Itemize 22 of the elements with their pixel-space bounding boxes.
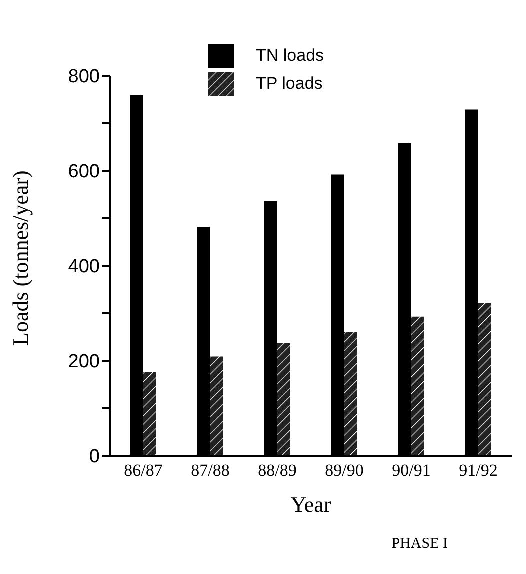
x-tick-label: 91/92 bbox=[459, 461, 498, 480]
x-tick-label: 90/91 bbox=[392, 461, 431, 480]
y-tick-label: 0 bbox=[89, 446, 100, 468]
y-tick-label: 400 bbox=[68, 256, 100, 278]
x-tick-label: 88/89 bbox=[258, 461, 297, 480]
x-axis-title: Year bbox=[290, 492, 332, 517]
bar bbox=[344, 332, 358, 456]
legend-label: TN loads bbox=[256, 46, 324, 66]
x-tick-label: 87/88 bbox=[191, 461, 230, 480]
bar bbox=[210, 356, 224, 456]
y-axis-title: Loads (tonnes/year) bbox=[8, 170, 33, 346]
y-tick-label: 800 bbox=[68, 66, 100, 88]
y-tick-label: 200 bbox=[68, 352, 100, 373]
x-tick-label: 86/87 bbox=[124, 461, 164, 480]
bar bbox=[277, 343, 290, 456]
text: PHASE I bbox=[392, 536, 448, 553]
x-tick-label: 89/90 bbox=[325, 461, 364, 480]
bar bbox=[411, 316, 424, 456]
legend-label: TP loads bbox=[256, 74, 323, 94]
bar bbox=[478, 303, 492, 456]
bar bbox=[143, 372, 156, 456]
y-tick-label: 600 bbox=[68, 162, 100, 183]
